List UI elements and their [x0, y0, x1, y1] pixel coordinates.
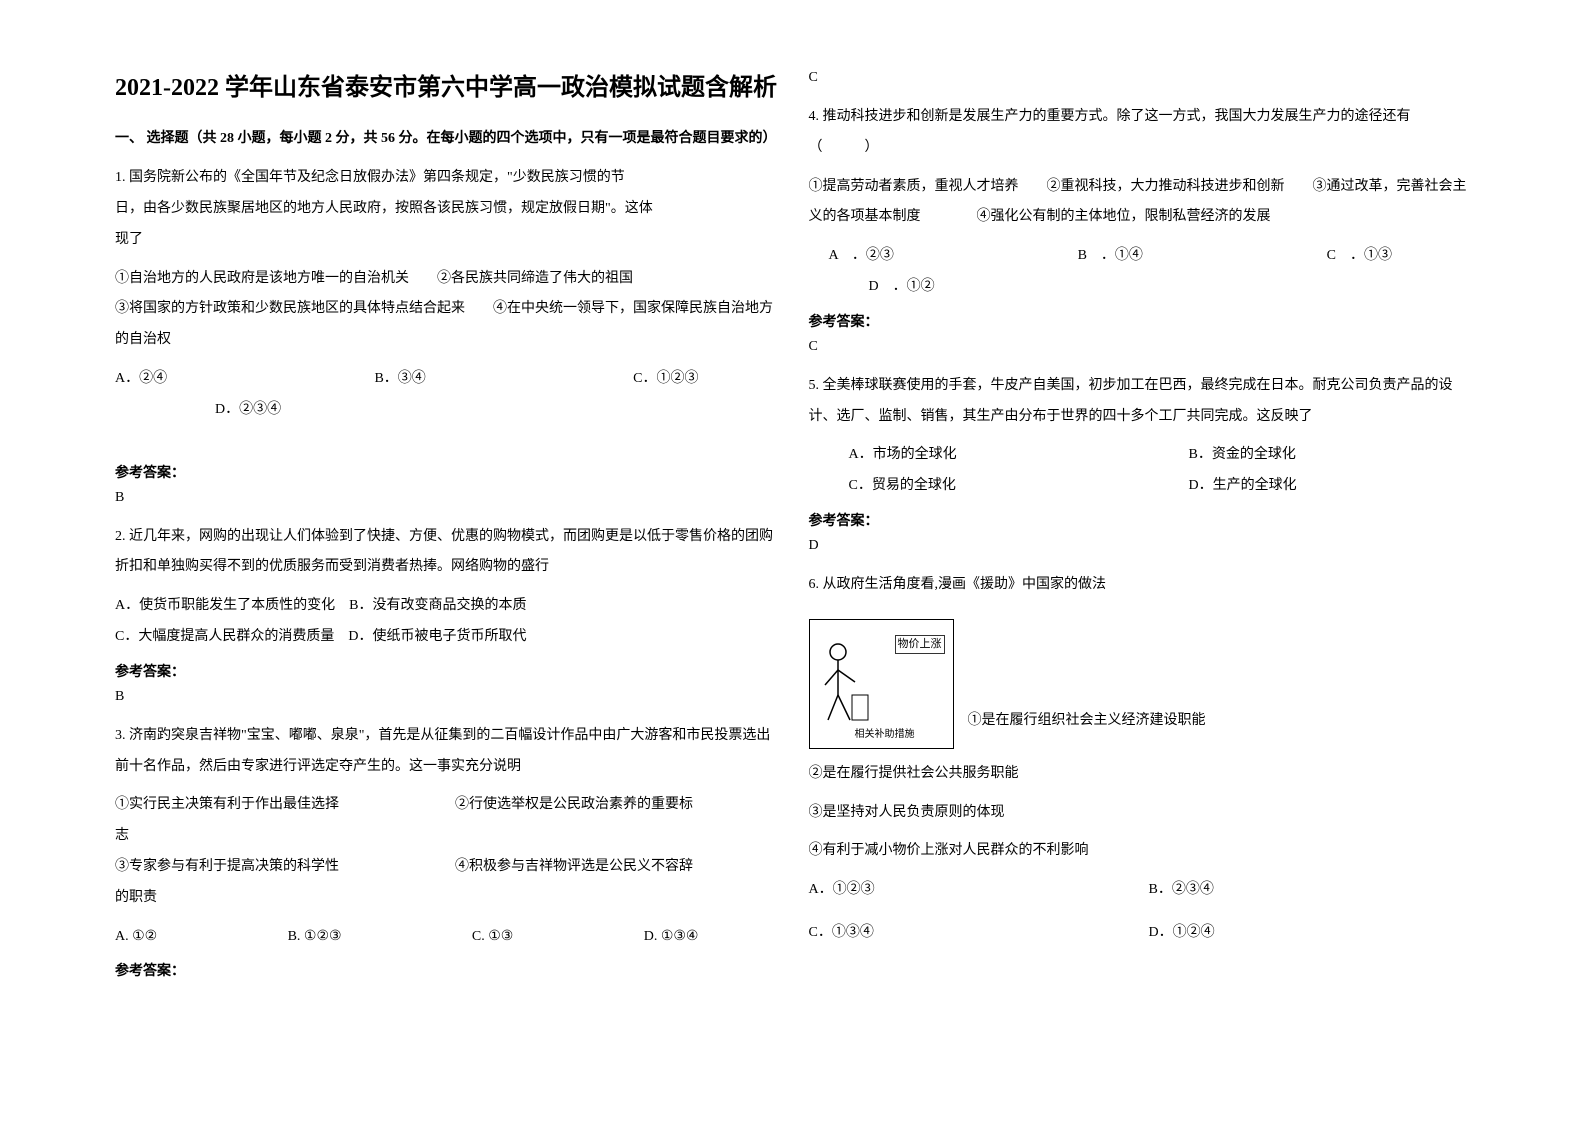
- q5-option-a: A．市场的全球化: [849, 440, 1189, 471]
- q1-stem-line3: 现了: [115, 225, 779, 256]
- q6-opt-1: ①是在履行组织社会主义经济建设职能: [968, 709, 1206, 729]
- q1-statements: ①自治地方的人民政府是该地方唯一的自治机关 ②各民族共同缔造了伟大的祖国 ③将国…: [115, 264, 779, 356]
- exam-title: 2021-2022 学年山东省泰安市第六中学高一政治模拟试题含解析: [115, 70, 779, 106]
- q6-opt-2: ②是在履行提供社会公共服务职能: [809, 759, 1473, 790]
- q1-answer: B: [115, 490, 779, 506]
- q3-stmt-4-cont: 的职责: [115, 883, 779, 914]
- q1-option-c: C．①②③: [633, 364, 698, 395]
- q1-stem: 1. 国务院新公布的《全国年节及纪念日放假办法》第四条规定，"少数民族习惯的节 …: [115, 163, 779, 255]
- q3-stmt-1: ①实行民主决策有利于作出最佳选择: [115, 790, 455, 821]
- q6-option-a: A．①②③: [809, 875, 1149, 906]
- q4-options: A ．②③ B ．①④ C ．①③ D ．①②: [809, 241, 1473, 303]
- q5-options: A．市场的全球化 B．资金的全球化 C．贸易的全球化 D．生产的全球化: [809, 440, 1473, 502]
- cartoon-bottom-label: 相关补助措施: [855, 725, 915, 740]
- cartoon-figure-icon: [820, 640, 870, 730]
- q1-options: A．②④ B．③④ C．①②③ D．②③④: [115, 364, 779, 426]
- q2-answer-label: 参考答案：: [115, 661, 779, 681]
- q1-option-b: B．③④: [374, 364, 425, 395]
- q5-option-b: B．资金的全球化: [1189, 440, 1296, 471]
- q2-answer: B: [115, 689, 779, 705]
- q3-option-c: C. ①③: [472, 922, 513, 953]
- q4-answer: C: [809, 339, 1473, 355]
- q2-stem: 2. 近几年来，网购的出现让人们体验到了快捷、方便、优惠的购物模式，而团购更是以…: [115, 522, 779, 584]
- q5-stem: 5. 全美棒球联赛使用的手套，牛皮产自美国，初步加工在巴西，最终完成在日本。耐克…: [809, 371, 1473, 433]
- q2-option-ab: A．使货币职能发生了本质性的变化 B．没有改变商品交换的本质: [115, 591, 779, 622]
- q2-option-cd: C．大幅度提高人民群众的消费质量 D．使纸币被电子货币所取代: [115, 622, 779, 653]
- q5-option-c: C．贸易的全球化: [849, 471, 1189, 502]
- q6-opt-4: ④有利于减小物价上涨对人民群众的不利影响: [809, 836, 1473, 867]
- q3-options: A. ①② B. ①②③ C. ①③ D. ①③④: [115, 922, 779, 953]
- q1-option-a: A．②④: [115, 364, 167, 395]
- q3-stem: 3. 济南趵突泉吉祥物"宝宝、嘟嘟、泉泉"，首先是从征集到的二百幅设计作品中由广…: [115, 721, 779, 783]
- q6-option-d: D．①②④: [1149, 918, 1215, 949]
- q3-statements: ①实行民主决策有利于作出最佳选择 ②行使选举权是公民政治素养的重要标 志 ③专家…: [115, 790, 779, 913]
- q1-stem-line1: 1. 国务院新公布的《全国年节及纪念日放假办法》第四条规定，"少数民族习惯的节: [115, 163, 779, 194]
- q2-options: A．使货币职能发生了本质性的变化 B．没有改变商品交换的本质 C．大幅度提高人民…: [115, 591, 779, 653]
- cartoon-price-label: 物价上涨: [895, 635, 945, 654]
- right-column: C 4. 推动科技进步和创新是发展生产力的重要方式。除了这一方式，我国大力发展生…: [794, 70, 1488, 1072]
- q6-option-b: B．②③④: [1149, 875, 1214, 906]
- q5-answer: D: [809, 538, 1473, 554]
- q4-stem: 4. 推动科技进步和创新是发展生产力的重要方式。除了这一方式，我国大力发展生产力…: [809, 102, 1473, 164]
- q1-option-d: D．②③④: [115, 395, 779, 426]
- q4-answer-label: 参考答案：: [809, 311, 1473, 331]
- q5-option-d: D．生产的全球化: [1189, 471, 1297, 502]
- cartoon-image: 物价上涨 相关补助措施: [809, 619, 954, 749]
- section-header: 一、 选择题（共 28 小题，每小题 2 分，共 56 分。在每小题的四个选项中…: [115, 126, 779, 151]
- q4-option-d: D ．①②: [809, 272, 1473, 303]
- q3-stmt-3: ③专家参与有利于提高决策的科学性: [115, 852, 455, 883]
- q3-stmt-2-cont: 志: [115, 821, 779, 852]
- q1-stem-line2: 日，由各少数民族聚居地区的地方人民政府，按照各该民族习惯，规定放假日期"。这体: [115, 194, 779, 225]
- q3-answer: C: [809, 70, 1473, 86]
- q1-answer-label: 参考答案：: [115, 462, 779, 482]
- q1-statement-2: ③将国家的方针政策和少数民族地区的具体特点结合起来 ④在中央统一领导下，国家保障…: [115, 294, 779, 356]
- q1-statement-1: ①自治地方的人民政府是该地方唯一的自治机关 ②各民族共同缔造了伟大的祖国: [115, 264, 779, 295]
- q5-answer-label: 参考答案：: [809, 510, 1473, 530]
- q6-options: A．①②③ B．②③④ C．①③④ D．①②④: [809, 875, 1473, 949]
- q6-stem: 6. 从政府生活角度看,漫画《援助》中国家的做法: [809, 570, 1473, 601]
- q3-option-a: A. ①②: [115, 922, 157, 953]
- q4-option-a: A ．②③: [829, 241, 894, 272]
- left-column: 2021-2022 学年山东省泰安市第六中学高一政治模拟试题含解析 一、 选择题…: [100, 70, 794, 1072]
- q4-statements: ①提高劳动者素质，重视人才培养 ②重视科技，大力推动科技进步和创新 ③通过改革，…: [809, 172, 1473, 234]
- q6-option-c: C．①③④: [809, 918, 1149, 949]
- q3-stmt-2: ②行使选举权是公民政治素养的重要标: [455, 790, 693, 821]
- q3-answer-label: 参考答案：: [115, 960, 779, 980]
- q4-option-b: B ．①④: [1078, 241, 1143, 272]
- q3-option-b: B. ①②③: [288, 922, 342, 953]
- q3-stmt-4: ④积极参与吉祥物评选是公民义不容辞: [455, 852, 693, 883]
- q6-cartoon-row: 物价上涨 相关补助措施 ①是在履行组织社会主义经济建设职能: [809, 609, 1473, 759]
- q3-option-d: D. ①③④: [644, 922, 699, 953]
- q6-opt-3: ③是坚持对人民负责原则的体现: [809, 798, 1473, 829]
- q4-option-c: C ．①③: [1327, 241, 1392, 272]
